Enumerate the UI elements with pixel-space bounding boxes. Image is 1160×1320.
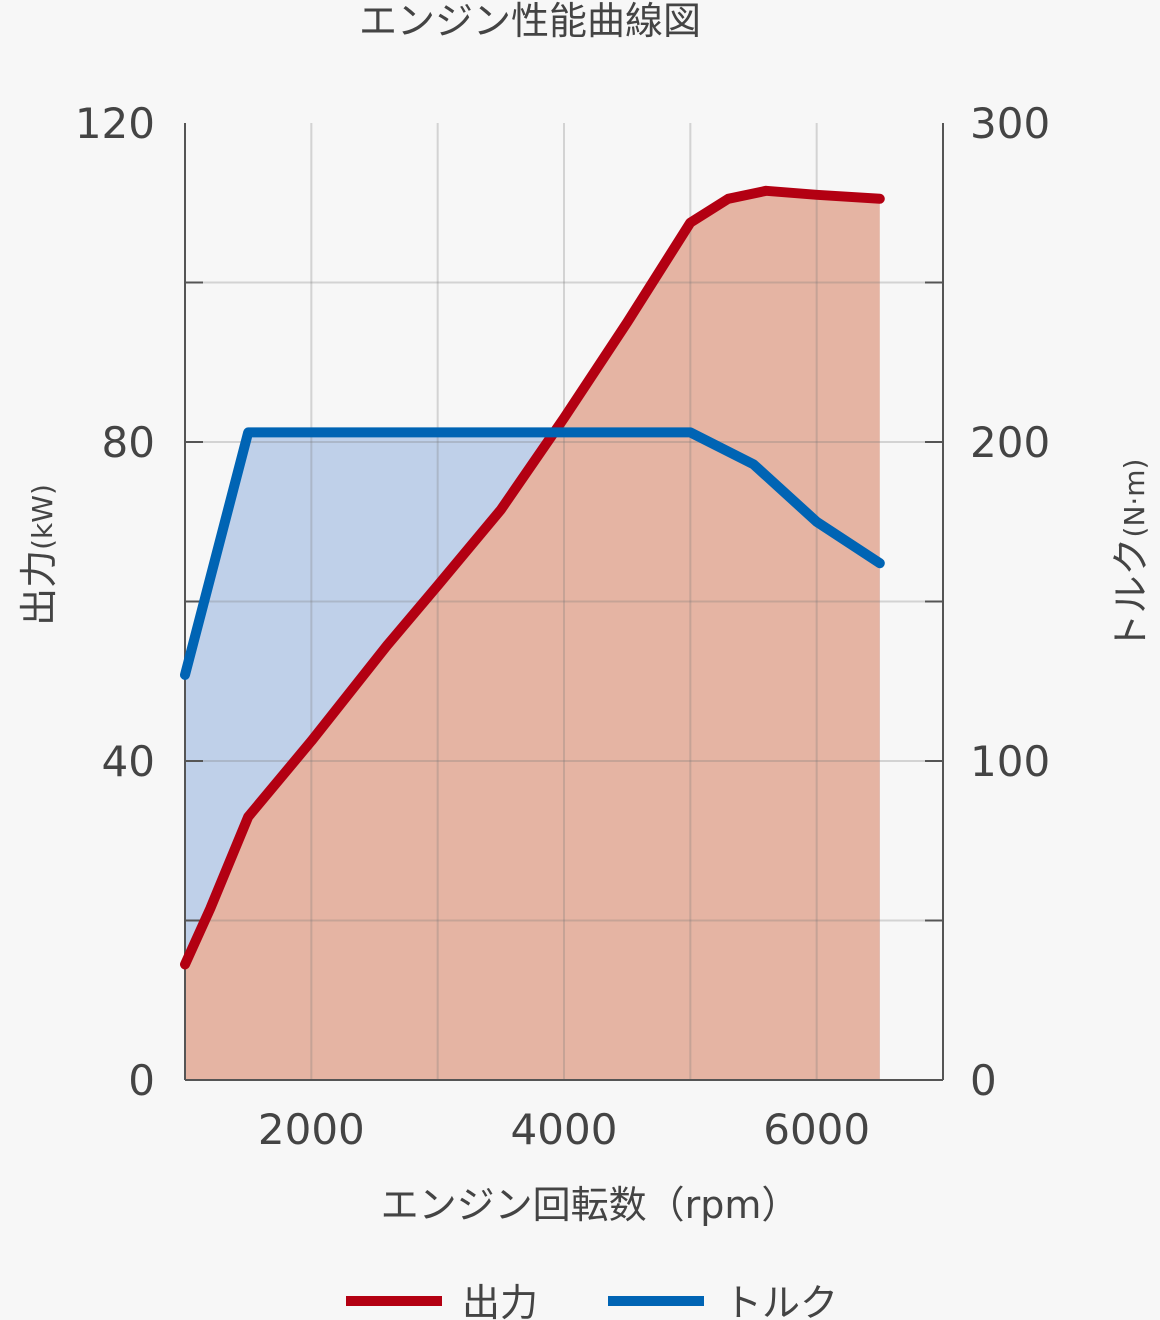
y-left-label-group: 出力(kW)	[17, 484, 61, 626]
legend-label-torque: トルク	[724, 1281, 838, 1320]
x-axis-label: エンジン回転数（rpm）	[381, 1183, 800, 1227]
y-left-label-text: 出力	[17, 550, 61, 626]
y-left-label: 出力(kW)	[17, 484, 61, 626]
area-fills	[185, 190, 880, 1081]
y-right-tick-label: 0	[970, 1056, 997, 1105]
y-right-tick-label: 300	[970, 99, 1050, 148]
y-left-tick-label: 40	[102, 737, 155, 786]
x-tick-label: 6000	[763, 1105, 870, 1154]
y-right-tick-label: 200	[970, 418, 1050, 467]
series-lines	[180, 185, 885, 970]
legend: 出力 トルク	[346, 1281, 838, 1320]
y-right-label: トルク(N·m)	[1109, 459, 1153, 652]
y-right-tick-label: 100	[970, 737, 1050, 786]
y-left-tick-label: 0	[128, 1056, 155, 1105]
series-line-power	[180, 185, 885, 970]
y-right-label-text: トルク	[1109, 537, 1153, 651]
chart-title: エンジン性能曲線図	[359, 0, 701, 43]
area-fill-power	[185, 190, 880, 1081]
legend-label-power: 出力	[462, 1281, 538, 1320]
y-left-tick-label: 80	[102, 418, 155, 467]
y-right-unit: (N·m)	[1118, 459, 1151, 538]
x-tick-label: 2000	[258, 1105, 365, 1154]
grid-lines	[185, 123, 943, 1080]
y-right-label-group: トルク(N·m)	[1109, 459, 1153, 652]
x-tick-label: 4000	[511, 1105, 618, 1154]
tick-labels: 2000 4000 6000 0 40 80 120 0 100 200 300	[75, 99, 1050, 1154]
axes	[184, 123, 944, 1081]
series-line-torque	[180, 427, 885, 680]
y-left-tick-label: 120	[75, 99, 155, 148]
y-left-unit: (kW)	[26, 484, 59, 550]
